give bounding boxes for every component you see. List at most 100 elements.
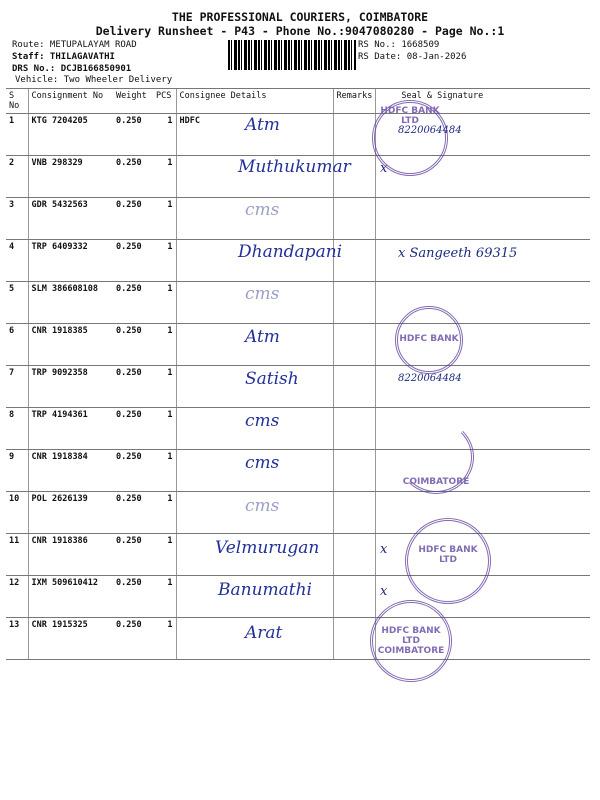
sno-cell: 1 <box>6 113 28 156</box>
vehicle: Vehicle: Two Wheeler Delivery <box>15 75 173 85</box>
handwritten-receiver: Arat <box>245 622 283 643</box>
remarks-cell <box>332 365 376 408</box>
consignment-cell: TRP 4194361 <box>27 407 113 450</box>
consignment-cell: CNR 1918384 <box>27 449 113 492</box>
remarks-cell <box>332 323 376 366</box>
remarks-cell <box>332 533 376 576</box>
weight-cell: 0.250 <box>113 533 153 576</box>
col-pcs: PCS <box>153 88 176 114</box>
seal-cell <box>375 365 590 408</box>
consignment-cell: CNR 1915325 <box>27 617 113 660</box>
handwritten-receiver: Velmurugan <box>215 538 320 558</box>
sno-cell: 2 <box>6 155 28 198</box>
consignment-cell: CNR 1918385 <box>27 323 113 366</box>
consignment-cell: GDR 5432563 <box>27 197 113 240</box>
weight-cell: 0.250 <box>113 491 153 534</box>
consignment-cell: IXM 509610412 <box>27 575 113 618</box>
consignment-cell: KTG 7204205 <box>27 113 113 156</box>
signature: x Sangeeth 69315 <box>398 245 518 261</box>
handwritten-receiver: cms <box>245 495 280 516</box>
table-row: 13 CNR 1915325 0.250 1 <box>6 617 590 660</box>
pcs-cell: 1 <box>153 239 176 282</box>
table-row: 6 CNR 1918385 0.250 1 <box>6 323 590 366</box>
bank-stamp: HDFC BANK LTD <box>405 518 491 604</box>
runsheet-table: S No Consignment No Weight PCS Consignee… <box>6 88 590 660</box>
table-row: 10 POL 2626139 0.250 1 <box>6 491 590 534</box>
handwritten-receiver: Dhandapani <box>238 241 343 262</box>
consignment-cell: POL 2626139 <box>27 491 113 534</box>
staff: Staff: THILAGAVATHI <box>12 52 115 62</box>
signature: x <box>380 584 388 600</box>
table-row: 9 CNR 1918384 0.250 1 <box>6 449 590 492</box>
consignment-cell: TRP 6409332 <box>27 239 113 282</box>
remarks-cell <box>332 491 376 534</box>
pcs-cell: 1 <box>153 407 176 450</box>
table-row: 4 TRP 6409332 0.250 1 <box>6 239 590 282</box>
consignee-cell <box>175 533 333 576</box>
drs-number: DRS No.: DCJB166850901 <box>12 64 132 74</box>
pcs-cell: 1 <box>153 533 176 576</box>
col-sno: S No <box>6 88 28 114</box>
weight-cell: 0.250 <box>113 197 153 240</box>
pcs-cell: 1 <box>153 491 176 534</box>
col-remarks: Remarks <box>332 88 376 114</box>
sno-cell: 9 <box>6 449 28 492</box>
table-row: 1 KTG 7204205 0.250 1 HDFC <box>6 113 590 156</box>
weight-cell: 0.250 <box>113 239 153 282</box>
consignment-cell: TRP 9092358 <box>27 365 113 408</box>
handwritten-receiver: Muthukumar <box>238 157 351 178</box>
remarks-cell <box>332 197 376 240</box>
consignment-cell: VNB 298329 <box>27 155 113 198</box>
remarks-cell <box>332 113 376 156</box>
consignee-cell <box>175 365 333 408</box>
signature: x <box>380 161 388 177</box>
handwritten-receiver: Satish <box>245 368 299 389</box>
consignee-cell <box>175 617 333 660</box>
rs-date: RS Date: 08-Jan-2026 <box>358 52 467 62</box>
consignee-cell <box>175 197 333 240</box>
consignee-cell <box>175 407 333 450</box>
sno-cell: 4 <box>6 239 28 282</box>
sno-cell: 11 <box>6 533 28 576</box>
weight-cell: 0.250 <box>113 281 153 324</box>
sno-cell: 10 <box>6 491 28 534</box>
pcs-cell: 1 <box>153 617 176 660</box>
weight-cell: 0.250 <box>113 365 153 408</box>
barcode <box>228 40 356 70</box>
signature: x <box>380 542 388 557</box>
consignee-cell <box>175 575 333 618</box>
rs-number: RS No.: 1668509 <box>358 40 440 50</box>
handwritten-receiver: Atm <box>245 115 280 135</box>
table-row: 3 GDR 5432563 0.250 1 <box>6 197 590 240</box>
sno-cell: 6 <box>6 323 28 366</box>
signature: 8220064484 <box>398 372 462 384</box>
consignee-cell <box>175 281 333 324</box>
table-row: 5 SLM 386608108 0.250 1 <box>6 281 590 324</box>
weight-cell: 0.250 <box>113 155 153 198</box>
pcs-cell: 1 <box>153 365 176 408</box>
consignment-cell: SLM 386608108 <box>27 281 113 324</box>
bank-stamp: COIMBATORE <box>398 420 474 494</box>
sno-cell: 3 <box>6 197 28 240</box>
pcs-cell: 1 <box>153 575 176 618</box>
weight-cell: 0.250 <box>113 407 153 450</box>
handwritten-receiver: Atm <box>245 326 280 347</box>
remarks-cell <box>332 575 376 618</box>
handwritten-receiver: Banumathi <box>218 580 312 601</box>
handwritten-receiver: cms <box>245 411 280 432</box>
weight-cell: 0.250 <box>113 449 153 492</box>
table-row: 8 TRP 4194361 0.250 1 <box>6 407 590 450</box>
col-consignment: Consignment No <box>27 88 113 114</box>
remarks-cell <box>332 449 376 492</box>
remarks-cell <box>332 281 376 324</box>
remarks-cell <box>332 407 376 450</box>
pcs-cell: 1 <box>153 155 176 198</box>
pcs-cell: 1 <box>153 281 176 324</box>
weight-cell: 0.250 <box>113 113 153 156</box>
consignee-cell <box>175 155 333 198</box>
runsheet-subtitle: Delivery Runsheet - P43 - Phone No.:9047… <box>95 24 505 38</box>
company-title: THE PROFESSIONAL COURIERS, COIMBATORE <box>171 10 429 24</box>
weight-cell: 0.250 <box>113 323 153 366</box>
col-consignee: Consignee Details <box>175 88 333 114</box>
pcs-cell: 1 <box>153 323 176 366</box>
